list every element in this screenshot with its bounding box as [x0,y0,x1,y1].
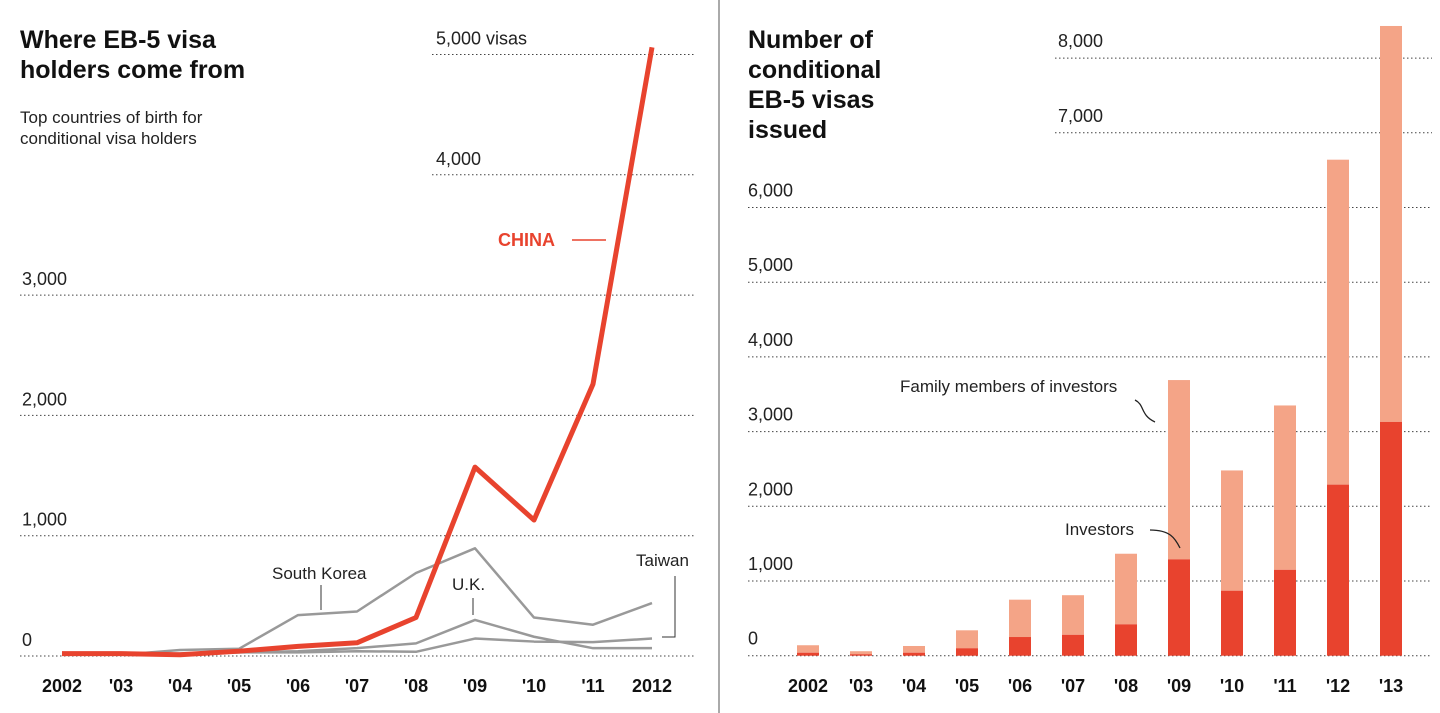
x-tick-label: '09 [1167,676,1191,696]
x-tick-label: 2012 [632,676,672,696]
x-tick-label: '11 [581,676,604,696]
bar-family-'08 [1115,553,1137,625]
bar-investors-'08 [1115,624,1137,656]
y-tick-label: 4,000 [748,330,793,350]
bar-family-'09 [1168,380,1190,560]
y-tick-label: 7,000 [1058,106,1103,126]
x-tick-label: '08 [1114,676,1138,696]
series-line-china [62,46,655,658]
x-tick-label: '05 [227,676,251,696]
y-tick-label: 3,000 [748,405,793,425]
x-tick-label: '05 [955,676,979,696]
bar-investors-'03 [850,654,872,656]
x-tick-label: '10 [522,676,546,696]
taiwan-leader [662,576,676,638]
x-tick-label: '12 [1326,676,1350,696]
y-tick-label: 0 [22,630,32,650]
bar-investors-'09 [1168,559,1190,656]
y-tick-label: 4,000 [436,149,481,169]
y-tick-label: 5,000 visas [436,29,527,49]
x-tick-label: '04 [168,676,192,696]
bar-family-'05 [956,630,978,649]
family-label: Family members of investors [900,377,1117,396]
bar-family-'13 [1380,25,1402,422]
bar-investors-'12 [1327,484,1349,656]
bar-family-'06 [1009,599,1031,638]
bar-investors-'06 [1009,637,1031,656]
series-line-u-k- [62,618,652,657]
bar-family-'04 [903,645,925,653]
right-chart: Number of conditional EB-5 visas issued 0 1,0… [748,25,1432,696]
x-tick-label: '06 [1008,676,1032,696]
x-tick-label: '07 [345,676,369,696]
y-tick-label: 1,000 [22,510,67,530]
x-tick-label: '07 [1061,676,1085,696]
bar-investors-'07 [1062,634,1084,656]
x-tick-label: 2002 [42,676,82,696]
taiwan-label: Taiwan [636,551,689,570]
y-tick-label: 1,000 [748,554,793,574]
bar-investors-2002 [797,652,819,656]
uk-label: U.K. [452,575,485,594]
x-tick-label: '03 [109,676,133,696]
chart-title: Where EB-5 visa holders come from [20,26,245,84]
bar-family-2002 [797,645,819,653]
china-label: CHINA [498,230,555,250]
investors-label: Investors [1065,520,1134,539]
x-tick-label: '06 [286,676,310,696]
x-tick-label: 2002 [788,676,828,696]
x-tick-label: '04 [902,676,926,696]
y-tick-label: 5,000 [748,255,793,275]
left-chart: Where EB-5 visa holders come from Top coun… [20,26,696,696]
x-tick-label: '03 [849,676,873,696]
bar-family-'10 [1221,470,1243,591]
bar-family-'03 [850,651,872,655]
y-tick-label: 2,000 [22,389,67,409]
x-tick-label: '10 [1220,676,1244,696]
series-line-south-korea [62,547,653,657]
chart-subtitle: Top countries of birth for conditional vi… [20,108,203,148]
bar-investors-'05 [956,648,978,656]
y-tick-label: 2,000 [748,479,793,499]
investors-arrow [1149,529,1181,549]
bar-investors-'10 [1221,590,1243,656]
bar-investors-'04 [903,652,925,656]
bar-family-'12 [1327,159,1349,485]
y-tick-label: 8,000 [1058,31,1103,51]
x-tick-label: '13 [1379,676,1403,696]
x-tick-label: '08 [404,676,428,696]
bar-family-'07 [1062,595,1084,635]
family-arrow [1134,399,1156,423]
bar-family-'11 [1274,405,1296,570]
x-tick-label: '09 [463,676,487,696]
south-korea-label: South Korea [272,564,367,583]
y-tick-label: 0 [748,629,758,649]
y-tick-label: 3,000 [22,269,67,289]
bar-investors-'11 [1274,569,1296,656]
bar-investors-'13 [1380,421,1402,656]
chart-title: Number of conditional EB-5 visas issued [748,26,881,144]
y-tick-label: 6,000 [748,181,793,201]
x-tick-label: '11 [1273,676,1296,696]
